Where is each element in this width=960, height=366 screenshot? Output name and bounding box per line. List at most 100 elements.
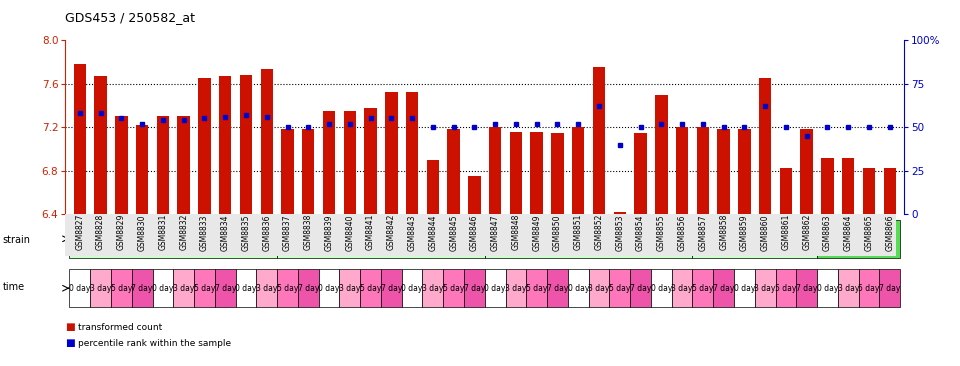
Bar xyxy=(422,269,444,307)
Bar xyxy=(692,220,817,258)
Bar xyxy=(489,127,501,214)
Bar xyxy=(235,269,256,307)
Text: 7 day: 7 day xyxy=(713,284,734,293)
Text: 7 day: 7 day xyxy=(879,284,900,293)
Bar xyxy=(842,158,854,214)
Text: GSM8855: GSM8855 xyxy=(657,214,666,251)
Text: 7 day: 7 day xyxy=(132,284,153,293)
Bar xyxy=(90,269,111,307)
Bar xyxy=(526,269,547,307)
Text: GSM8832: GSM8832 xyxy=(180,214,188,250)
Text: 3 day: 3 day xyxy=(755,284,776,293)
Bar xyxy=(426,160,439,214)
Bar xyxy=(302,129,315,214)
Text: GSM8828: GSM8828 xyxy=(96,214,105,250)
Bar xyxy=(613,212,626,214)
Text: 3 day: 3 day xyxy=(671,284,693,293)
Bar xyxy=(260,68,273,214)
Text: GSM8847: GSM8847 xyxy=(491,214,500,251)
Bar xyxy=(153,269,173,307)
Text: GSM8866: GSM8866 xyxy=(885,214,895,251)
Text: GSM8829: GSM8829 xyxy=(117,214,126,250)
Text: GSM8835: GSM8835 xyxy=(242,214,251,251)
Text: 0 day: 0 day xyxy=(817,284,838,293)
Text: 0 day: 0 day xyxy=(733,284,756,293)
Bar xyxy=(132,269,153,307)
Bar xyxy=(883,168,896,214)
Text: 0 day: 0 day xyxy=(567,284,588,293)
Text: time: time xyxy=(3,282,25,292)
Bar xyxy=(401,269,422,307)
Text: GSM8864: GSM8864 xyxy=(844,214,852,251)
Text: GSM8840: GSM8840 xyxy=(346,214,354,251)
Bar xyxy=(277,220,485,258)
Text: GSM8861: GSM8861 xyxy=(781,214,790,250)
Text: 5 day: 5 day xyxy=(276,284,299,293)
Text: 3 day: 3 day xyxy=(422,284,444,293)
Bar xyxy=(360,269,381,307)
Text: 5 day: 5 day xyxy=(692,284,713,293)
Bar xyxy=(635,132,647,214)
Bar xyxy=(547,269,568,307)
Bar xyxy=(506,269,526,307)
Text: GDS453 / 250582_at: GDS453 / 250582_at xyxy=(65,11,195,24)
Text: GSM8844: GSM8844 xyxy=(428,214,438,251)
Text: GSM8831: GSM8831 xyxy=(158,214,167,250)
Text: GSM8838: GSM8838 xyxy=(303,214,313,250)
Bar xyxy=(385,92,397,214)
Text: 0 day: 0 day xyxy=(401,284,422,293)
Text: 3 day: 3 day xyxy=(588,284,610,293)
Bar xyxy=(468,176,481,214)
Text: GSM8849: GSM8849 xyxy=(532,214,541,251)
Bar xyxy=(240,75,252,214)
Bar xyxy=(256,269,277,307)
Text: 0 day: 0 day xyxy=(153,284,174,293)
Bar xyxy=(281,129,294,214)
Text: 3 day: 3 day xyxy=(256,284,277,293)
Text: GSM8845: GSM8845 xyxy=(449,214,458,251)
Text: 5 day: 5 day xyxy=(526,284,547,293)
Text: GSM8863: GSM8863 xyxy=(823,214,832,251)
Text: GSM8865: GSM8865 xyxy=(865,214,874,251)
Bar xyxy=(572,127,585,214)
Text: GSM8848: GSM8848 xyxy=(512,214,520,250)
Text: GSM8853: GSM8853 xyxy=(615,214,624,251)
Bar xyxy=(277,269,298,307)
Bar xyxy=(69,269,90,307)
Bar xyxy=(797,269,817,307)
Text: GSM8856: GSM8856 xyxy=(678,214,686,251)
Text: GSM8837: GSM8837 xyxy=(283,214,292,251)
Text: ■: ■ xyxy=(65,322,75,332)
Bar xyxy=(697,127,709,214)
Bar xyxy=(630,269,651,307)
Bar xyxy=(610,269,630,307)
Text: 3 day: 3 day xyxy=(173,284,194,293)
Bar xyxy=(69,220,277,258)
Text: 3 day: 3 day xyxy=(837,284,859,293)
Bar xyxy=(340,269,360,307)
Bar xyxy=(485,269,506,307)
Bar xyxy=(136,125,149,214)
Text: co-2: co-2 xyxy=(744,234,765,244)
Bar xyxy=(447,129,460,214)
Text: GSM8841: GSM8841 xyxy=(366,214,375,250)
Bar xyxy=(178,116,190,214)
Bar xyxy=(531,131,543,214)
Bar xyxy=(406,92,419,214)
Text: GSM8843: GSM8843 xyxy=(408,214,417,251)
Bar xyxy=(444,269,464,307)
Text: 5 day: 5 day xyxy=(360,284,381,293)
Bar xyxy=(717,129,730,214)
Text: 7 day: 7 day xyxy=(547,284,568,293)
Text: 5 day: 5 day xyxy=(858,284,879,293)
Text: GSM8830: GSM8830 xyxy=(137,214,147,251)
Text: lfy-12: lfy-12 xyxy=(368,234,395,244)
Text: GSM8858: GSM8858 xyxy=(719,214,728,250)
Text: 7 day: 7 day xyxy=(464,284,485,293)
Text: 7 day: 7 day xyxy=(381,284,402,293)
Bar xyxy=(588,269,610,307)
Bar xyxy=(194,269,215,307)
Text: 7 day: 7 day xyxy=(630,284,651,293)
Text: GSM8850: GSM8850 xyxy=(553,214,562,251)
Text: GSM8859: GSM8859 xyxy=(740,214,749,251)
